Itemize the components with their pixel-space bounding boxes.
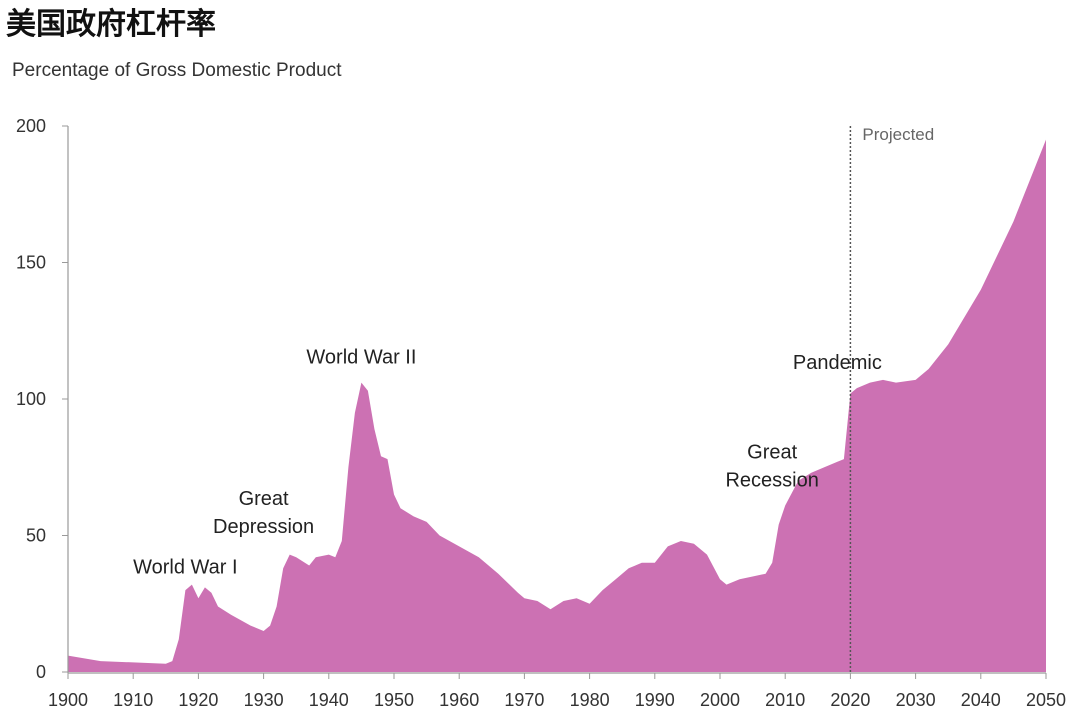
annotation-label: World War II — [306, 347, 416, 369]
annotation-label: Pandemic — [793, 352, 882, 374]
y-tick-label: 200 — [16, 116, 46, 136]
x-tick-label: 2050 — [1026, 690, 1066, 710]
x-tick-label: 1970 — [504, 690, 544, 710]
x-tick-label: 2030 — [896, 690, 936, 710]
x-tick-label: 2040 — [961, 690, 1001, 710]
x-tick-label: 1960 — [439, 690, 479, 710]
x-tick-label: 2010 — [765, 690, 805, 710]
annotation-label: Recession — [725, 469, 818, 491]
x-tick-label: 1950 — [374, 690, 414, 710]
x-tick-label: 2000 — [700, 690, 740, 710]
annotation-label: Depression — [213, 516, 314, 538]
x-tick-label: 1980 — [570, 690, 610, 710]
x-tick-label: 1990 — [635, 690, 675, 710]
y-tick-label: 150 — [16, 253, 46, 273]
annotation-label: World War I — [133, 557, 237, 579]
x-tick-label: 1940 — [309, 690, 349, 710]
x-tick-label: 1930 — [244, 690, 284, 710]
annotation-label: Great — [239, 488, 289, 510]
y-tick-label: 0 — [36, 662, 46, 682]
x-tick-label: 2020 — [830, 690, 870, 710]
chart-title: 美国政府杠杆率 — [6, 7, 216, 42]
debt-area-series — [68, 139, 1046, 673]
x-tick-label: 1920 — [178, 690, 218, 710]
x-tick-label: 1910 — [113, 690, 153, 710]
annotation-label: Great — [747, 441, 797, 463]
projection-label: Projected — [862, 125, 934, 144]
y-tick-label: 50 — [26, 526, 46, 546]
y-tick-label: 100 — [16, 389, 46, 409]
x-tick-label: 1900 — [48, 690, 88, 710]
chart-subtitle: Percentage of Gross Domestic Product — [12, 60, 342, 81]
